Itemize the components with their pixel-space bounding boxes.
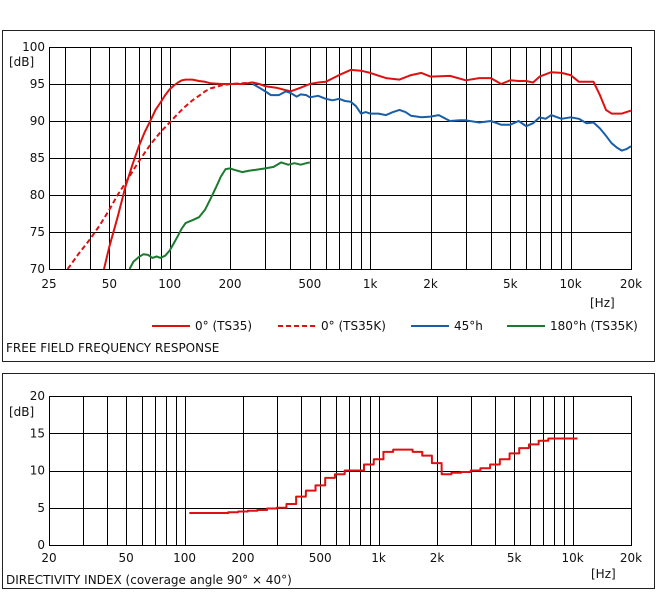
chart-title: DIRECTIVITY INDEX (coverage angle 90° × …	[6, 573, 292, 587]
x-tick-label: 100	[158, 277, 181, 291]
x-tick-label: 10k	[560, 277, 582, 291]
x-tick-label: 50	[119, 551, 134, 565]
x-tick-label: 5k	[507, 551, 522, 565]
panel-frame	[2, 373, 655, 589]
chart-title: FREE FIELD FREQUENCY RESPONSE	[6, 341, 219, 355]
x-tick-label: 50	[102, 277, 117, 291]
series-line-4	[128, 161, 311, 269]
x-axis-label: [Hz]	[591, 567, 616, 581]
x-tick-label: 10k	[561, 551, 583, 565]
legend-label: 0° (TS35K)	[321, 319, 386, 333]
x-tick-label: 1k	[371, 551, 386, 565]
series-line-3	[252, 83, 631, 152]
series-line-2	[66, 81, 253, 269]
x-tick-label: 500	[298, 277, 321, 291]
y-tick-label: 75	[30, 225, 45, 239]
y-tick-label: 0	[37, 538, 45, 552]
x-tick-label: 20	[41, 551, 56, 565]
chart-panel-2: 0 5 10 15 20 20 50 100 200 500 1k 2k 5k 10k 20k [dB] [Hz…	[2, 373, 655, 589]
x-tick-label: 25	[41, 277, 56, 291]
y-tick-label: 5	[37, 501, 45, 515]
x-tick-label: 20k	[620, 277, 642, 291]
y-tick-label: 15	[30, 426, 45, 440]
legend-label: 45°h	[454, 319, 483, 333]
y-tick-label: 20	[30, 389, 45, 403]
plot-frame	[49, 396, 632, 546]
y-axis-label: [dB]	[9, 55, 34, 69]
x-tick-label: 1k	[363, 277, 378, 291]
x-axis-label: [Hz]	[590, 296, 615, 310]
y-tick-label: 70	[30, 262, 45, 276]
x-tick-label: 2k	[430, 551, 445, 565]
x-tick-label: 5k	[503, 277, 518, 291]
x-tick-label: 200	[219, 277, 242, 291]
y-tick-label: 100	[22, 40, 45, 54]
y-tick-label: 90	[30, 114, 45, 128]
series-line-1	[189, 437, 578, 514]
x-tick-label: 20k	[620, 551, 642, 565]
y-tick-label: 80	[30, 188, 45, 202]
plot-frame	[49, 47, 632, 270]
x-tick-label: 2k	[423, 277, 438, 291]
chart-panel-1: 70 75 80 85 90 95 100 25 50 100 200 500 1k 2k 5k 10k 20k…	[2, 30, 655, 362]
y-tick-label: 95	[30, 77, 45, 91]
series-line-1	[103, 68, 631, 269]
y-tick-label: 10	[30, 464, 45, 478]
legend: 0° (TS35) 0° (TS35K) 45°h 180°h (TS35K)	[152, 319, 638, 333]
x-tick-label: 200	[232, 551, 255, 565]
x-tick-label: 100	[173, 551, 196, 565]
legend-label: 0° (TS35)	[195, 319, 252, 333]
y-tick-label: 85	[30, 151, 45, 165]
legend-label: 180°h (TS35K)	[550, 319, 638, 333]
y-axis-label: [dB]	[9, 405, 34, 419]
x-tick-label: 500	[309, 551, 332, 565]
